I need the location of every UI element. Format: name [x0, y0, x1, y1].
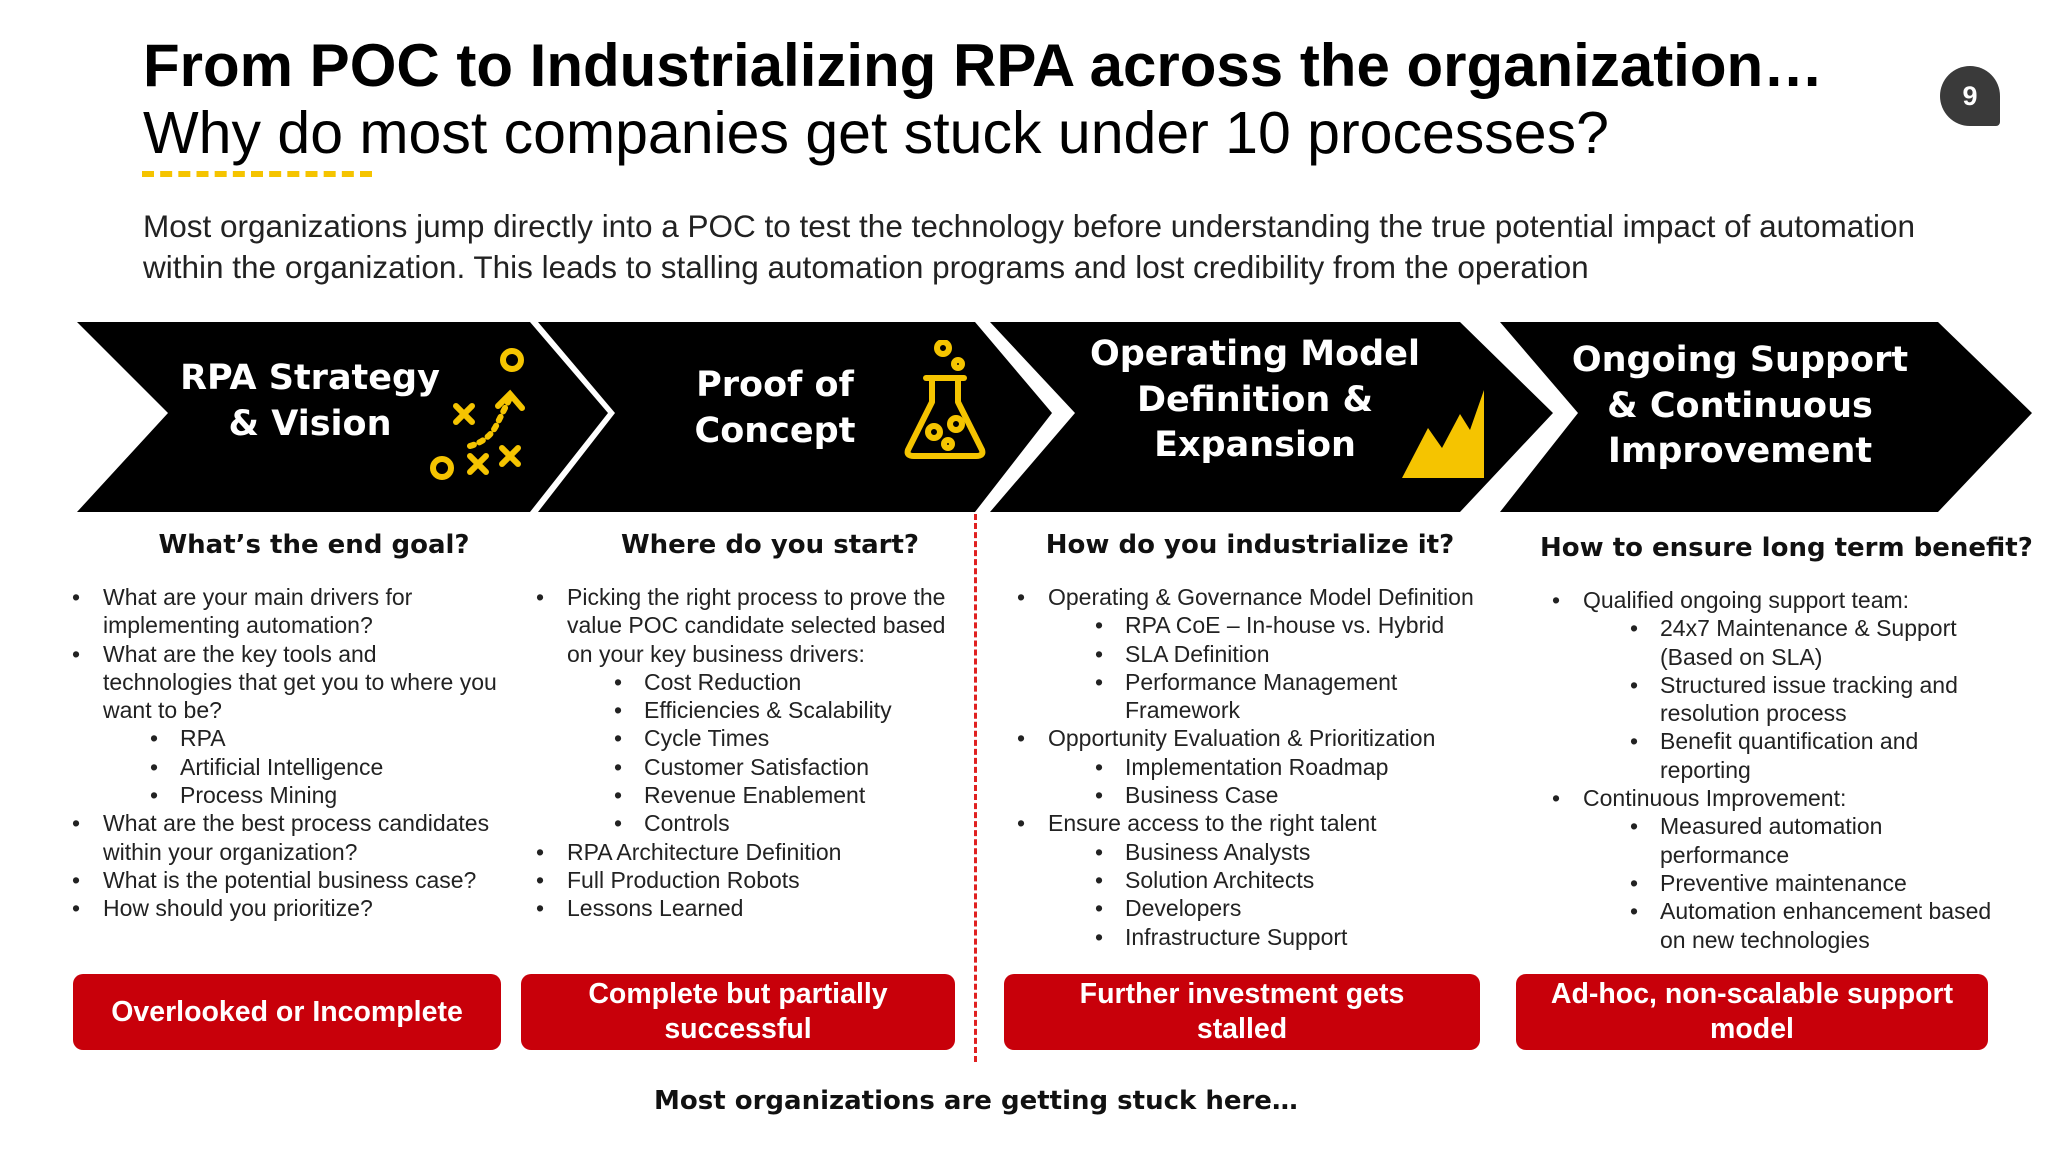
- column-2-list: Picking the right process to prove the v…: [536, 583, 966, 923]
- column-4-list: Qualified ongoing support team: 24x7 Mai…: [1552, 586, 2012, 954]
- outcome-box-4: Ad-hoc, non-scalable support model: [1516, 974, 1988, 1050]
- list-subitem: Implementation Roadmap: [1017, 753, 1517, 782]
- list-subitem: RPA: [72, 724, 502, 753]
- slide-subtitle: Why do most companies get stuck under 10…: [143, 100, 1609, 166]
- list-item: RPA Architecture Definition: [536, 838, 966, 867]
- growth-chart-icon: [1402, 390, 1484, 478]
- process-chevron-bar: RPA Strategy & Vision Proof of Concept O…: [0, 318, 2048, 518]
- outcome-2-label: Complete but partially successful: [588, 978, 888, 1045]
- stage-1-label: RPA Strategy & Vision: [180, 356, 440, 447]
- list-subitem: Structured issue tracking and resolution…: [1552, 671, 2012, 728]
- outcome-1-label: Overlooked or Incomplete: [111, 995, 463, 1028]
- stage-3-line-3: Expansion: [1154, 425, 1356, 465]
- list-subitem: Efficiencies & Scalability: [536, 696, 966, 725]
- list-subitem: Controls: [536, 809, 966, 838]
- column-1-list: What are your main drivers for implement…: [72, 583, 502, 923]
- list-subitem: Process Mining: [72, 781, 502, 810]
- list-subitem: SLA Definition: [1017, 640, 1517, 669]
- chevron-shapes: [77, 322, 2032, 512]
- list-subitem: Business Analysts: [1017, 838, 1517, 867]
- outcome-box-1: Overlooked or Incomplete: [73, 974, 501, 1050]
- list-subitem: Measured automation performance: [1552, 812, 2012, 869]
- stuck-note: Most organizations are getting stuck her…: [654, 1086, 1298, 1116]
- strategy-play-icon: [430, 348, 525, 480]
- stage-4-line-2: & Continuous: [1607, 385, 1873, 426]
- list-subitem: RPA CoE – In-house vs. Hybrid: [1017, 611, 1517, 640]
- stage-4-label: Ongoing Support & Continuous Improvement: [1560, 338, 1920, 475]
- outcome-box-3: Further investment gets stalled: [1004, 974, 1480, 1050]
- list-item: Qualified ongoing support team:: [1552, 586, 2012, 615]
- list-subitem: Revenue Enablement: [536, 781, 966, 810]
- stage-2-line-1: Proof of: [696, 365, 854, 405]
- slide-title: From POC to Industrializing RPA across t…: [143, 32, 1824, 99]
- stage-4-line-1: Ongoing Support: [1571, 340, 1909, 380]
- list-subitem: Performance Management Framework: [1017, 668, 1517, 725]
- column-3-question: How do you industrialize it?: [1045, 530, 1455, 560]
- list-subitem: Automation enhancement based on new tech…: [1552, 897, 2012, 954]
- stage-2-line-2: Concept: [694, 410, 856, 451]
- list-item: Lessons Learned: [536, 894, 966, 923]
- title-underline: [142, 171, 372, 177]
- stage-3-line-1: Operating Model: [1090, 334, 1420, 374]
- stage-1-line-1: RPA Strategy: [180, 358, 440, 398]
- list-subitem: Business Case: [1017, 781, 1517, 810]
- column-4-question: How to ensure long term benefit?: [1540, 533, 2033, 563]
- stage-4-line-3: Improvement: [1607, 431, 1873, 471]
- list-item: What are your main drivers for implement…: [72, 583, 502, 640]
- list-item: How should you prioritize?: [72, 894, 502, 923]
- list-subitem: 24x7 Maintenance & Support (Based on SLA…: [1552, 614, 2012, 671]
- column-3-list: Operating & Governance Model Definition …: [1017, 583, 1517, 951]
- list-item: Continuous Improvement:: [1552, 784, 2012, 813]
- flask-icon: [904, 340, 986, 459]
- list-subitem: Cycle Times: [536, 724, 966, 753]
- column-2-question: Where do you start?: [620, 530, 919, 560]
- stage-1-line-2: & Vision: [228, 403, 392, 444]
- column-1-question: What’s the end goal?: [158, 530, 470, 560]
- list-subitem: Infrastructure Support: [1017, 923, 1517, 952]
- outcome-4-label: Ad-hoc, non-scalable support model: [1550, 978, 1954, 1045]
- list-subitem: Cost Reduction: [536, 668, 966, 697]
- intro-paragraph: Most organizations jump directly into a …: [143, 208, 1916, 285]
- outcome-3-label: Further investment gets stalled: [1079, 978, 1405, 1045]
- list-subitem: Customer Satisfaction: [536, 753, 966, 782]
- stage-3-label: Operating Model Definition & Expansion: [1080, 332, 1430, 469]
- list-item: What is the potential business case?: [72, 866, 502, 895]
- chevron-4: [1500, 322, 2032, 512]
- list-subitem: Preventive maintenance: [1552, 869, 2012, 898]
- list-item: Opportunity Evaluation & Prioritization: [1017, 724, 1517, 753]
- list-item: What are the key tools and technologies …: [72, 640, 502, 725]
- list-item: Picking the right process to prove the v…: [536, 583, 966, 668]
- chevron-2: [538, 322, 1052, 512]
- list-item: What are the best process candidates wit…: [72, 809, 502, 866]
- list-subitem: Benefit quantification and reporting: [1552, 727, 2012, 784]
- list-item: Operating & Governance Model Definition: [1017, 583, 1517, 612]
- list-item: Ensure access to the right talent: [1017, 809, 1517, 838]
- stage-3-line-2: Definition &: [1136, 379, 1374, 420]
- list-subitem: Developers: [1017, 894, 1517, 923]
- list-subitem: Solution Architects: [1017, 866, 1517, 895]
- page-number-badge: 9: [1940, 66, 2000, 126]
- list-item: Full Production Robots: [536, 866, 966, 895]
- stuck-divider-line: [974, 514, 977, 1062]
- outcome-box-2: Complete but partially successful: [521, 974, 955, 1050]
- stage-2-label: Proof of Concept: [660, 363, 890, 454]
- list-subitem: Artificial Intelligence: [72, 753, 502, 782]
